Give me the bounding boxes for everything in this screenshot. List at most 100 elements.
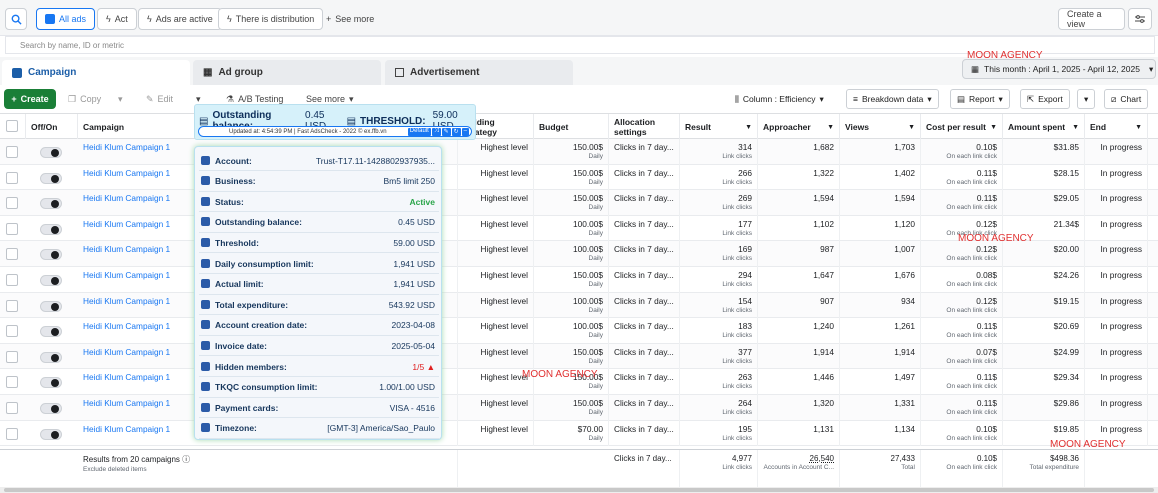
- see-more-button[interactable]: See more ▾: [306, 93, 354, 105]
- filter-ads-active[interactable]: ϟ Ads are active: [138, 8, 222, 30]
- row-checkbox[interactable]: [6, 402, 18, 414]
- tab-campaign[interactable]: Campaign: [2, 60, 190, 85]
- col-end[interactable]: End ▼: [1085, 114, 1148, 140]
- table-row[interactable]: Heidi Klum Campaign 1 Highest level 150.00…: [0, 343, 1158, 370]
- campaign-name-link[interactable]: Heidi Klum Campaign 1: [78, 369, 458, 395]
- default-select[interactable]: Default: [407, 128, 431, 136]
- filter-distribution[interactable]: ϟ There is distribution: [218, 8, 324, 30]
- tab-advertisement[interactable]: Advertisement: [385, 60, 573, 85]
- ab-testing-button[interactable]: ⚗ A/B Testing: [226, 93, 284, 105]
- toggle-switch[interactable]: [40, 147, 62, 158]
- table-row[interactable]: Heidi Klum Campaign 1 Highest level 150.00…: [0, 395, 1158, 421]
- shuffle-icon[interactable]: ⤨: [431, 128, 441, 136]
- campaign-name-link[interactable]: Heidi Klum Campaign 1: [78, 139, 458, 165]
- table-row[interactable]: Heidi Klum Campaign 1 Highest level 150.00…: [0, 190, 1158, 216]
- campaign-name-link[interactable]: Heidi Klum Campaign 1: [78, 267, 458, 293]
- filter-all-ads[interactable]: All ads: [36, 8, 96, 30]
- campaign-name-link[interactable]: Heidi Klum Campaign 1: [78, 241, 458, 267]
- settings-sliders-icon[interactable]: [1128, 8, 1152, 30]
- col-cost[interactable]: Cost per result ▼: [921, 114, 1003, 140]
- see-more-filters[interactable]: + See more: [326, 14, 375, 24]
- chart-button[interactable]: ⧄ Chart: [1104, 89, 1149, 109]
- date-range-picker[interactable]: ▦ This month : April 1, 2025 - April 12,…: [962, 59, 1156, 79]
- row-checkbox[interactable]: [6, 427, 18, 440]
- campaign-name-link[interactable]: Heidi Klum Campaign 1: [78, 420, 458, 447]
- row-checkbox[interactable]: [6, 350, 18, 363]
- row-checkbox[interactable]: [6, 171, 18, 184]
- table-row[interactable]: Heidi Klum Campaign 1 Highest level 100.00…: [0, 292, 1158, 319]
- column-select[interactable]: ⫼ Column : Efficiency ▾: [729, 89, 830, 109]
- col-allocation[interactable]: Allocation settings: [609, 114, 680, 140]
- campaign-name-link[interactable]: Heidi Klum Campaign 1: [78, 343, 458, 370]
- columns-icon: ⫼: [735, 93, 739, 104]
- table-row[interactable]: Heidi Klum Campaign 1 Highest level 100.00…: [0, 318, 1158, 344]
- campaign-name-link[interactable]: Heidi Klum Campaign 1: [78, 318, 458, 344]
- toggle-switch[interactable]: [40, 403, 62, 414]
- table-row[interactable]: Heidi Klum Campaign 1 Highest level 150.00…: [0, 139, 1158, 165]
- row-checkbox[interactable]: [6, 197, 18, 210]
- table-row[interactable]: Heidi Klum Campaign 1 Highest level 150.00…: [0, 369, 1158, 395]
- toggle-switch[interactable]: [40, 198, 62, 210]
- adscheck-status-bar: Updated at: 4:54:39 PM | Fast AdsCheck -…: [198, 126, 472, 137]
- col-result[interactable]: Result ▼: [680, 114, 758, 140]
- row-checkbox[interactable]: [6, 248, 18, 261]
- search-input[interactable]: Search by name, ID or metric: [5, 36, 1155, 54]
- tab-ad-group[interactable]: ▦ Ad group: [193, 60, 381, 85]
- toggle-switch[interactable]: [40, 300, 62, 312]
- campaign-name-link[interactable]: Heidi Klum Campaign 1: [78, 395, 458, 421]
- toggle-switch[interactable]: [40, 275, 62, 286]
- export-button[interactable]: ⇱ Export: [1020, 89, 1070, 109]
- filter-act[interactable]: ϟ Act: [97, 8, 137, 30]
- edit-dropdown[interactable]: ▾: [192, 89, 205, 109]
- create-view-button[interactable]: Create a view: [1058, 8, 1125, 30]
- col-onoff[interactable]: Off/On: [26, 114, 78, 140]
- more-dropdown[interactable]: ▾: [1077, 89, 1096, 109]
- row-checkbox[interactable]: [6, 299, 18, 312]
- edit-icon[interactable]: ✎: [441, 128, 451, 136]
- toggle-switch[interactable]: [40, 223, 62, 235]
- campaign-name-link[interactable]: Heidi Klum Campaign 1: [78, 164, 458, 191]
- info-icon: [201, 299, 210, 309]
- row-checkbox[interactable]: [6, 146, 18, 158]
- bolt-icon: ϟ: [227, 14, 232, 24]
- select-all-checkbox[interactable]: [0, 114, 26, 140]
- col-bidding[interactable]: Bidding Strategy: [458, 114, 534, 140]
- col-amount[interactable]: Amount spent ▼: [1003, 114, 1085, 140]
- edit-button[interactable]: ✎ Edit: [146, 93, 174, 105]
- horizontal-scrollbar[interactable]: [0, 487, 1158, 493]
- toggle-switch[interactable]: [40, 326, 62, 338]
- table-row[interactable]: Heidi Klum Campaign 1 Highest level 150.00…: [0, 164, 1158, 191]
- campaign-name-link[interactable]: Heidi Klum Campaign 1: [78, 215, 458, 242]
- breakdown-select[interactable]: ≡ Breakdown data ▾: [846, 89, 939, 109]
- row-checkbox[interactable]: [6, 274, 18, 286]
- scroll-thumb[interactable]: [4, 488, 1154, 492]
- toggle-switch[interactable]: [40, 249, 62, 261]
- campaign-name-link[interactable]: Heidi Klum Campaign 1: [78, 190, 458, 216]
- col-approacher[interactable]: Approacher ▼: [758, 114, 840, 140]
- table-row[interactable]: Heidi Klum Campaign 1 Highest level 100.00…: [0, 215, 1158, 242]
- search-icon[interactable]: [5, 8, 27, 30]
- col-budget[interactable]: Budget: [534, 114, 609, 140]
- toggle-switch[interactable]: [40, 351, 62, 363]
- table-row[interactable]: Heidi Klum Campaign 1 Highest level $70.00…: [0, 420, 1158, 447]
- total-cost: 0.10$ On each link click: [921, 450, 1003, 488]
- toggle-switch[interactable]: [40, 428, 62, 440]
- copy-dropdown[interactable]: ▾: [114, 89, 127, 109]
- campaign-name-link[interactable]: Heidi Klum Campaign 1: [78, 292, 458, 319]
- copy-button[interactable]: ❐ Copy: [68, 93, 102, 105]
- row-checkbox[interactable]: [6, 222, 18, 235]
- table-row[interactable]: Heidi Klum Campaign 1 Highest level 150.00…: [0, 267, 1158, 293]
- toggle-switch[interactable]: [40, 172, 62, 184]
- create-button[interactable]: + Create: [4, 89, 56, 109]
- toggle-switch[interactable]: [40, 377, 62, 389]
- info-label: Hidden members:: [199, 361, 287, 372]
- refresh-icon[interactable]: ↻: [451, 128, 461, 136]
- minimize-icon[interactable]: –: [461, 128, 469, 136]
- row-checkbox[interactable]: [6, 325, 18, 338]
- cell-spent: $19.15: [1003, 292, 1085, 319]
- cell-reach: 1,914: [758, 343, 840, 370]
- table-row[interactable]: Heidi Klum Campaign 1 Highest level 100.00…: [0, 241, 1158, 267]
- report-select[interactable]: ▤ Report ▾: [950, 89, 1010, 109]
- row-checkbox[interactable]: [6, 376, 18, 389]
- col-views[interactable]: Views ▼: [840, 114, 921, 140]
